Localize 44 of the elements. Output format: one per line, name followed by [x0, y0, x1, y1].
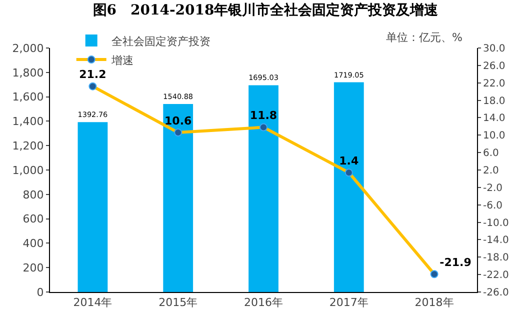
y-tick-label: 2,000	[12, 42, 44, 55]
y2-tick-label: 14.0	[483, 113, 506, 124]
y-tick-label: 1,400	[12, 115, 44, 128]
y2-tick-label: -22.0	[483, 270, 509, 282]
y-tick-label: 0	[36, 286, 44, 299]
bar	[248, 85, 278, 292]
y2-tick-label: -14.0	[483, 235, 509, 246]
y2-tick-label: 2.0	[483, 166, 499, 176]
x-tick-label: 2017年	[329, 296, 368, 310]
y2-tick-label: 10.0	[483, 130, 506, 142]
y2-tick-label: -6.0	[483, 200, 503, 212]
y2-tick-label: 22.0	[483, 78, 506, 90]
legend-label: 增速	[110, 54, 134, 67]
data-label: 1.4	[339, 154, 359, 168]
chart-title: 图6 2014-2018年银川市全社会固定资产投资及增速	[92, 2, 440, 19]
y2-tick-label: -18.0	[483, 252, 509, 264]
data-label: 10.6	[164, 114, 192, 128]
y2-tick-label: 6.0	[483, 148, 499, 160]
y-tick-label: 400	[22, 237, 44, 250]
data-label: 21.2	[79, 68, 106, 82]
y2-tick-label: -10.0	[483, 218, 509, 229]
data-label: -21.9	[440, 256, 472, 270]
data-label: 11.8	[250, 109, 278, 122]
x-tick-label: 2014年	[73, 296, 112, 310]
y2-tick-label: 18.0	[483, 96, 506, 107]
y-tick-label: 600	[22, 212, 44, 226]
x-tick-label: 2015年	[158, 296, 198, 310]
text: 单位：亿元、%	[386, 31, 462, 44]
y2-tick-label: -2.0	[483, 182, 503, 194]
x-tick-label: 2018年	[414, 296, 454, 310]
y-tick-label: 1,200	[12, 139, 44, 152]
y-tick-label: 1,000	[12, 164, 44, 177]
y-tick-label: 1,800	[12, 66, 44, 80]
y-tick-label: 200	[22, 261, 44, 274]
x-tick-label: 2016年	[244, 296, 283, 310]
bar	[163, 104, 194, 292]
y2-tick-label: 26.0	[483, 60, 506, 72]
y-tick-label: 800	[22, 188, 44, 202]
y2-tick-label: 30.0	[483, 44, 506, 54]
bar	[78, 122, 108, 292]
y-tick-label: 1,600	[12, 90, 44, 104]
legend-label: 全社会固定资产投资	[111, 34, 210, 48]
y2-tick-label: -26.0	[483, 288, 509, 298]
bar	[334, 82, 364, 292]
